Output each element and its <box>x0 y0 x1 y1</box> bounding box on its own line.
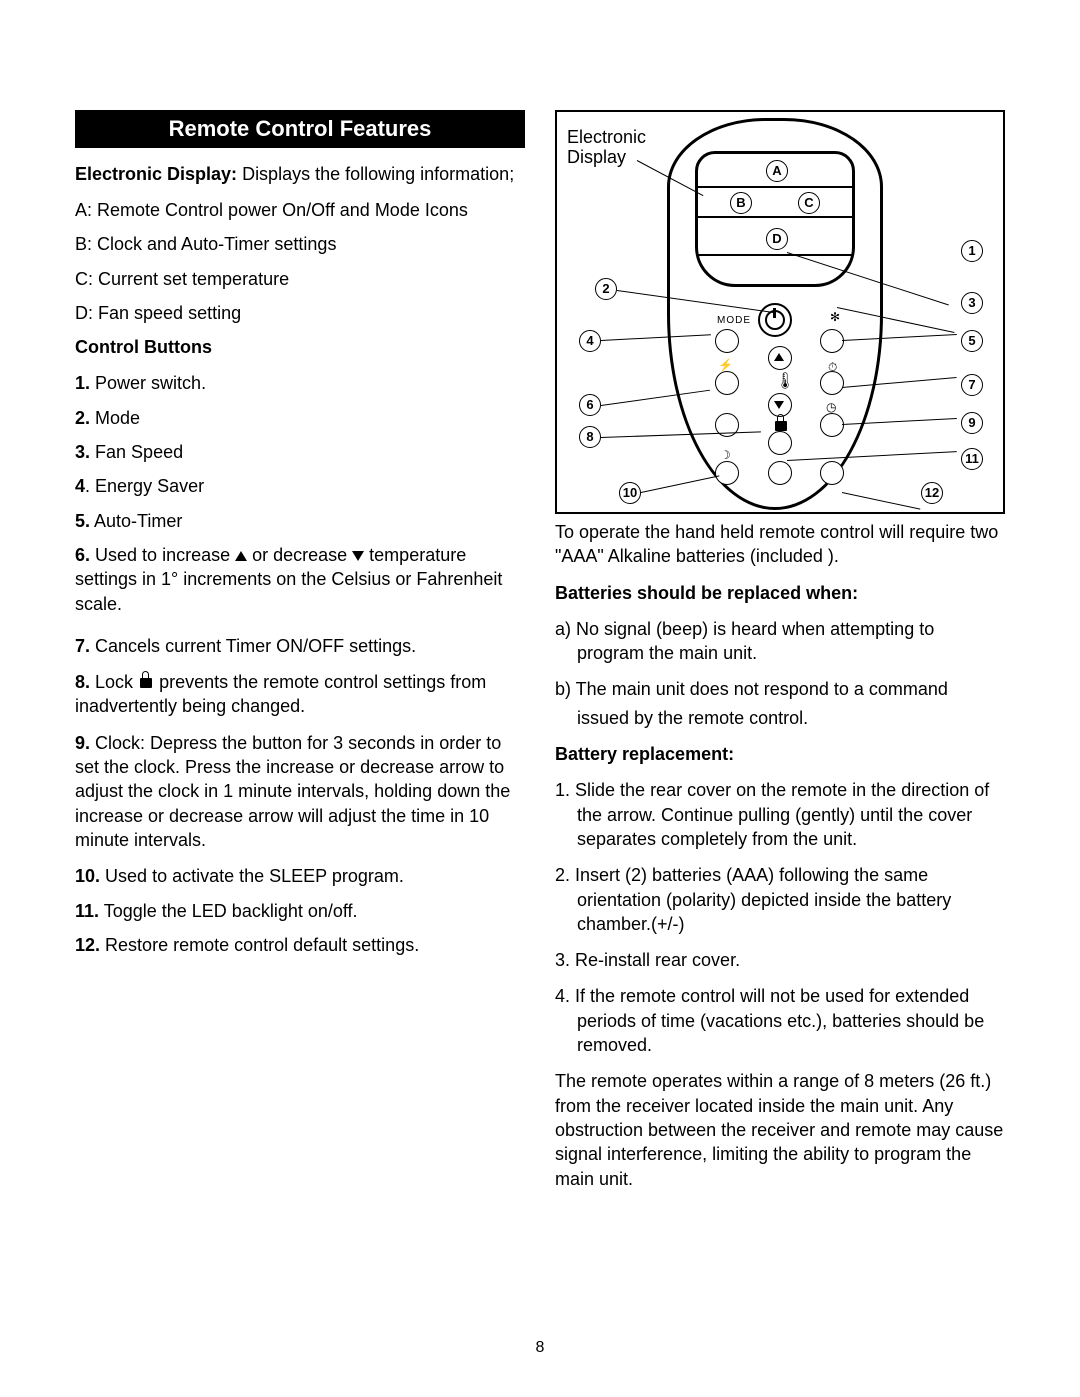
callout-5: 5 <box>961 330 983 352</box>
remote-btn <box>715 461 739 485</box>
callout-8: 8 <box>579 426 601 448</box>
remote-btn <box>820 461 844 485</box>
br-2: 2. Insert (2) batteries (AAA) following … <box>555 863 1005 936</box>
section-title: Remote Control Features <box>75 110 525 148</box>
callout-3: 3 <box>961 292 983 314</box>
display-item-b: B: Clock and Auto-Timer settings <box>75 232 525 256</box>
remote-btn <box>768 431 792 455</box>
screen-divider <box>698 186 852 188</box>
range-note: The remote operates within a range of 8 … <box>555 1069 1005 1190</box>
batt-when-b1: b) The main unit does not respond to a c… <box>555 677 1005 701</box>
triangle-up-icon <box>235 551 247 561</box>
triangle-down-icon <box>774 401 784 409</box>
thermometer-icon: 🌡 <box>775 371 795 393</box>
callout-11: 11 <box>961 448 983 470</box>
triangle-down-icon <box>352 551 364 561</box>
triangle-up-icon <box>774 353 784 361</box>
cb-6: 6. Used to increase or decrease temperat… <box>75 543 525 616</box>
batteries-replaced-when-label: Batteries should be replaced when: <box>555 581 1005 605</box>
diagram-letter-c: C <box>798 192 820 214</box>
remote-btn <box>715 371 739 395</box>
cb-12: 12. Restore remote control default setti… <box>75 933 525 957</box>
lock-icon <box>140 678 152 688</box>
remote-btn <box>820 413 844 437</box>
callout-2: 2 <box>595 278 617 300</box>
remote-btn-temp-up <box>768 346 792 370</box>
battery-replacement-label: Battery replacement: <box>555 742 1005 766</box>
control-buttons-label: Control Buttons <box>75 335 525 359</box>
mode-label: MODE <box>717 314 751 328</box>
diagram-letter-a: A <box>766 160 788 182</box>
callout-1: 1 <box>961 240 983 262</box>
page-number: 8 <box>0 1339 1080 1357</box>
screen-divider <box>698 254 852 256</box>
electronic-display-intro: Electronic Display: Displays the followi… <box>75 162 525 186</box>
batt-when-b2: issued by the remote control. <box>555 706 1005 730</box>
callout-line <box>641 475 719 493</box>
batt-when-a: a) No signal (beep) is heard when attemp… <box>555 617 1005 666</box>
display-item-d: D: Fan speed setting <box>75 301 525 325</box>
diagram-letter-b: B <box>730 192 752 214</box>
remote-btn-power <box>758 303 792 337</box>
callout-9: 9 <box>961 412 983 434</box>
callout-10: 10 <box>619 482 641 504</box>
electronic-display-label: Electronic Display: <box>75 164 237 184</box>
cb-5: 5. Auto-Timer <box>75 509 525 533</box>
fan-icon: ✻ <box>830 309 840 325</box>
cb-10: 10. Used to activate the SLEEP program. <box>75 864 525 888</box>
remote-btn <box>715 329 739 353</box>
callout-6: 6 <box>579 394 601 416</box>
br-1: 1. Slide the rear cover on the remote in… <box>555 778 1005 851</box>
br-4: 4. If the remote control will not be use… <box>555 984 1005 1057</box>
page: Remote Control Features Electronic Displ… <box>0 0 1080 1397</box>
cb-7: 7. Cancels current Timer ON/OFF settings… <box>75 634 525 658</box>
remote-btn <box>820 329 844 353</box>
cb-3: 3. Fan Speed <box>75 440 525 464</box>
cb-8: 8. Lock prevents the remote control sett… <box>75 670 525 719</box>
br-3: 3. Re-install rear cover. <box>555 948 1005 972</box>
display-item-c: C: Current set temperature <box>75 267 525 291</box>
diagram-letter-d: D <box>766 228 788 250</box>
remote-diagram: ElectronicDisplay A B C D <box>555 110 1005 514</box>
columns: Remote Control Features Electronic Displ… <box>75 110 1005 1203</box>
cb-9: 9. Clock: Depress the button for 3 secon… <box>75 731 525 852</box>
cb-4: 4. Energy Saver <box>75 474 525 498</box>
remote-btn <box>768 461 792 485</box>
screen-divider <box>698 216 852 218</box>
diagram-caption: To operate the hand held remote control … <box>555 520 1005 569</box>
cb-1: 1. Power switch. <box>75 371 525 395</box>
callout-12: 12 <box>921 482 943 504</box>
left-column: Remote Control Features Electronic Displ… <box>75 110 525 1203</box>
callout-7: 7 <box>961 374 983 396</box>
cb-11: 11. Toggle the LED backlight on/off. <box>75 899 525 923</box>
display-item-a: A: Remote Control power On/Off and Mode … <box>75 198 525 222</box>
callout-4: 4 <box>579 330 601 352</box>
callout-line <box>842 492 920 510</box>
diagram-electronic-display-label: ElectronicDisplay <box>567 128 657 168</box>
remote-btn <box>820 371 844 395</box>
remote-outline: A B C D MODE ✻ ⚡ ⏱ <box>667 118 883 510</box>
right-column: ElectronicDisplay A B C D <box>555 110 1005 1203</box>
cb-2: 2. Mode <box>75 406 525 430</box>
electronic-display-text: Displays the following information; <box>237 164 514 184</box>
